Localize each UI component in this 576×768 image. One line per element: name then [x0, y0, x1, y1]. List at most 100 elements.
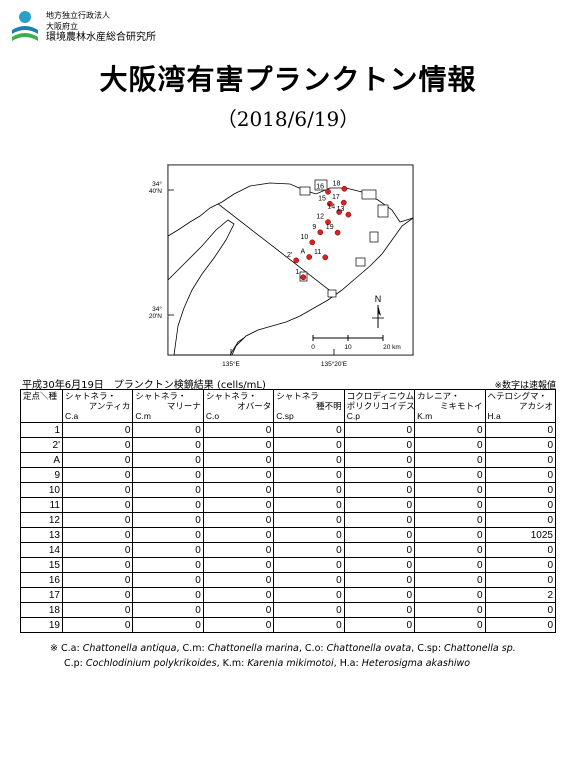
species-header-l1: コクロディニウム・: [346, 391, 415, 401]
count-cell: 0: [484, 512, 557, 528]
count-cell: 0: [61, 602, 134, 618]
count-cell: 0: [273, 542, 345, 558]
table-row: 16 0 0 0 0 0 0 0: [20, 572, 557, 588]
count-cell: 0: [61, 572, 134, 588]
station-label: 17: [332, 194, 340, 201]
count-cell: 0: [414, 422, 486, 438]
species-abbr: K.m:: [222, 658, 248, 669]
station-label: 15: [318, 195, 326, 202]
lat-bottom-label: 34°: [152, 305, 162, 313]
scale-20: 20 km: [383, 344, 401, 351]
count-cell: 0: [132, 542, 204, 558]
species-name: Heterosigma akashiwo: [361, 658, 471, 669]
station-label: 9: [312, 224, 316, 231]
species-header-l3: H.a: [487, 411, 501, 421]
count-cell: 0: [414, 572, 486, 588]
footnote: ※ C.a: Chattonella antiqua, C.m: Chatton…: [50, 641, 516, 671]
report-date: （2018/6/19）: [216, 107, 360, 131]
species-name: Chattonella sp.: [444, 643, 516, 654]
count-cell: 0: [132, 422, 204, 438]
count-cell: 0: [273, 602, 345, 618]
station-cell: 9: [20, 467, 63, 483]
count-cell: 0: [202, 587, 275, 603]
species-header: シャトネラ・ アンティカ C.a: [61, 389, 134, 423]
count-cell: 0: [414, 482, 486, 498]
page-title: 大阪湾有害プランクトン情報: [99, 63, 477, 96]
count-cell: 0: [202, 542, 275, 558]
count-cell: 0: [202, 602, 275, 618]
count-cell: 0: [61, 497, 134, 513]
station-label: A: [301, 249, 306, 256]
count-cell: 0: [414, 587, 486, 603]
count-cell: 0: [273, 422, 345, 438]
station-label: 18: [333, 180, 341, 187]
count-cell: 0: [273, 437, 345, 453]
count-cell: 0: [202, 497, 275, 513]
result-caption: 平成30年6月19日 プランクトン検鏡結果 (cells/mL): [22, 380, 266, 391]
count-cell: 0: [202, 557, 275, 573]
lat-top-label2: 40'N: [149, 188, 162, 195]
scale-bar: 0 10 20 km: [311, 335, 401, 351]
preliminary-note: ※数字は速報値: [494, 381, 556, 391]
count-cell: 0: [484, 452, 557, 468]
count-cell: 0: [61, 587, 134, 603]
count-cell: 0: [414, 617, 486, 633]
count-cell: 0: [343, 437, 416, 453]
count-cell: 0: [61, 482, 134, 498]
station-cell: 16: [20, 572, 63, 588]
species-header-l2: アンティカ: [88, 401, 131, 411]
table-row: 18 0 0 0 0 0 0 0: [20, 602, 557, 618]
species-header: カレニア・ ミキモトイ K.m: [414, 389, 486, 423]
org-line2: 大阪府立: [46, 22, 78, 31]
count-cell: 0: [273, 572, 345, 588]
count-cell: 2: [484, 587, 557, 603]
species-header-l2: ポリクリコイデス: [346, 401, 415, 411]
station-dot: [300, 274, 307, 281]
station-label: 14: [327, 204, 335, 211]
station-cell: 13: [20, 527, 63, 543]
count-cell: 0: [484, 602, 557, 618]
station-label: 11: [314, 249, 321, 256]
station-label: 12: [316, 214, 324, 221]
count-cell: 0: [343, 617, 416, 633]
station-cell: 1: [20, 422, 63, 438]
count-cell: 0: [414, 542, 486, 558]
species-abbr: C.o:: [304, 643, 327, 654]
table-row: 12 0 0 0 0 0 0 0: [20, 512, 557, 528]
org-line3: 環境農林水産総合研究所: [46, 32, 156, 43]
count-cell: 0: [273, 527, 345, 543]
count-cell: 0: [484, 497, 557, 513]
count-cell: 0: [414, 452, 486, 468]
count-cell: 0: [202, 482, 275, 498]
station-cell: 19: [20, 617, 63, 633]
count-cell: 0: [132, 587, 204, 603]
count-cell: 0: [132, 452, 204, 468]
species-header-l2: オバータ: [237, 401, 272, 411]
count-cell: 0: [414, 527, 486, 543]
station-dot: [334, 229, 341, 236]
count-cell: 0: [484, 542, 557, 558]
count-cell: 0: [343, 572, 416, 588]
species-header-l2: アカシオ: [518, 401, 553, 411]
lat-bottom-label2: 20'N: [149, 313, 162, 320]
count-cell: 0: [343, 452, 416, 468]
table-row: 13 0 0 0 0 0 0 1025: [20, 527, 557, 543]
station-cell: 2': [20, 437, 63, 453]
north-label: N: [375, 294, 382, 304]
count-cell: 0: [202, 437, 275, 453]
species-header: シャトネラ 種不明 C.sp: [273, 389, 345, 423]
station-dot: [306, 254, 313, 260]
table-body: 1 0 0 0 0 0 0 0 2' 0 0 0 0 0 0 0 A 0 0 0 0 0 0 0 9 0 0 0 0 0 0 0 10 0 0 0 0 0…: [20, 422, 557, 633]
species-header-l3: C.sp: [276, 411, 294, 421]
station-dot: [341, 185, 348, 192]
species-abbr: H.a:: [339, 658, 362, 669]
species-name: Chattonella antiqua: [82, 643, 177, 654]
count-cell: 0: [484, 482, 557, 498]
count-cell: 0: [414, 467, 486, 483]
institute-logo-icon: [12, 11, 38, 41]
count-cell: 0: [343, 422, 416, 438]
count-cell: 0: [61, 542, 134, 558]
count-cell: 0: [61, 467, 134, 483]
north-arrow-icon: N: [372, 294, 384, 328]
